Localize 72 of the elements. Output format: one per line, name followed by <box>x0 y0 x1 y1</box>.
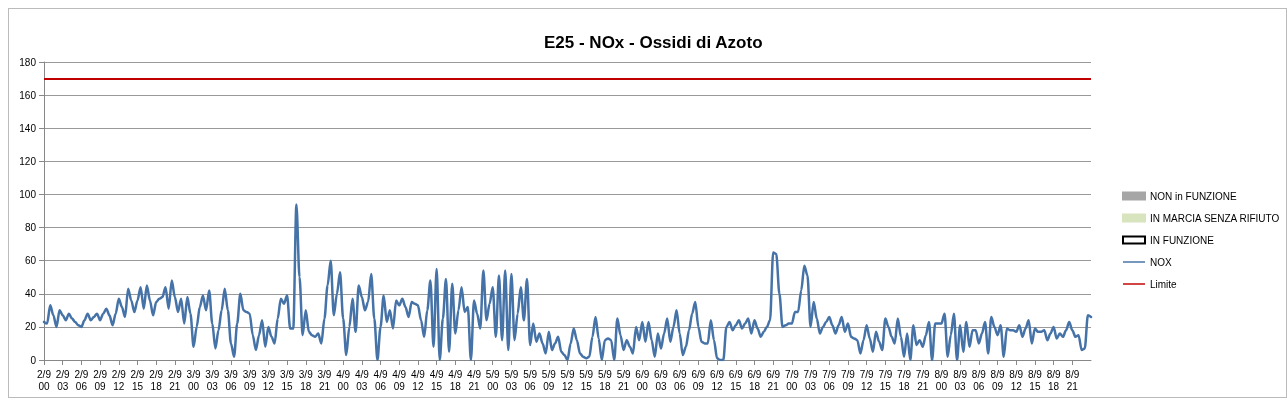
x-tick-label: 8/9 18 <box>1046 368 1061 392</box>
x-tick-label: 3/9 06 <box>224 368 239 392</box>
x-tick-label: 5/9 09 <box>541 368 557 392</box>
x-tick-label: 7/9 18 <box>897 368 912 392</box>
x-tick-label: 6/9 18 <box>747 368 762 392</box>
y-tick-label: 100 <box>19 188 37 200</box>
x-tick-label: 2/9 00 <box>37 368 52 392</box>
x-tick-label: 3/9 00 <box>186 368 201 392</box>
y-tick-label: 0 <box>30 354 37 366</box>
x-tick-label: 2/9 15 <box>130 368 145 392</box>
x-tick-label: 3/9 18 <box>298 368 314 392</box>
y-tick-label: 120 <box>19 155 37 167</box>
x-tick-label: 3/9 09 <box>242 368 258 392</box>
x-tick-label: 6/9 03 <box>654 368 669 392</box>
x-tick-label: 3/9 15 <box>280 368 295 392</box>
x-tick-label: 2/9 06 <box>74 368 89 392</box>
x-tick-label: 8/9 00 <box>934 368 949 392</box>
x-tick-label: 5/9 00 <box>485 368 501 392</box>
y-tick-label: 20 <box>24 321 37 333</box>
x-tick-label: 4/9 15 <box>429 368 445 392</box>
x-tick-label: 7/9 09 <box>840 368 856 392</box>
x-tick-label: 3/9 21 <box>317 368 332 392</box>
x-tick-label: 5/9 03 <box>504 368 519 392</box>
x-tick-label: 2/9 09 <box>93 368 108 392</box>
legend-label: NON in FUNZIONE <box>1150 190 1237 202</box>
x-tick-label: 8/9 15 <box>1027 368 1043 392</box>
x-tick-label: 5/9 15 <box>579 368 594 392</box>
x-tick-label: 4/9 18 <box>448 368 463 392</box>
chart-title: E25 - NOx - Ossidi di Azoto <box>544 33 763 52</box>
x-tick-label: 3/9 12 <box>261 368 276 392</box>
x-tick-label: 7/9 21 <box>915 368 931 392</box>
x-tick-label: 5/9 18 <box>597 368 613 392</box>
y-tick-label: 160 <box>19 89 37 101</box>
x-tick-label: 6/9 12 <box>710 368 725 392</box>
x-tick-label: 7/9 06 <box>822 368 837 392</box>
y-tick-label: 40 <box>24 288 37 300</box>
legend-label: NOX <box>1150 256 1172 268</box>
x-tick-label: 7/9 03 <box>803 368 818 392</box>
x-tick-label: 8/9 12 <box>1009 368 1024 392</box>
x-tick-label: 4/9 09 <box>392 368 407 392</box>
legend-label: IN MARCIA SENZA RIFIUTO <box>1150 212 1280 224</box>
x-tick-label: 3/9 03 <box>205 368 220 392</box>
x-tick-label: 5/9 06 <box>523 368 538 392</box>
x-tick-label: 8/9 03 <box>953 368 968 392</box>
x-tick-label: 6/9 15 <box>728 368 744 392</box>
x-tick-label: 6/9 00 <box>635 368 650 392</box>
legend-label: Limite <box>1150 278 1178 290</box>
y-tick-label: 180 <box>19 56 37 68</box>
x-tick-label: 2/9 12 <box>111 368 127 392</box>
x-tick-label: 4/9 12 <box>410 368 426 392</box>
x-tick-label: 2/9 21 <box>167 368 183 392</box>
x-tick-label: 8/9 09 <box>990 368 1005 392</box>
x-tick-label: 7/9 00 <box>784 368 800 392</box>
x-tick-label: 4/9 21 <box>467 368 482 392</box>
x-tick-label: 6/9 06 <box>672 368 688 392</box>
y-tick-label: 60 <box>24 255 37 267</box>
x-tick-label: 6/9 09 <box>691 368 706 392</box>
x-tick-label: 7/9 12 <box>859 368 875 392</box>
x-tick-label: 7/9 15 <box>878 368 893 392</box>
legend-label: IN FUNZIONE <box>1150 234 1215 246</box>
x-tick-label: 2/9 03 <box>55 368 71 392</box>
x-tick-label: 5/9 12 <box>560 368 575 392</box>
x-tick-label: 2/9 18 <box>149 368 164 392</box>
x-tick-label: 8/9 06 <box>971 368 987 392</box>
y-tick-label: 80 <box>24 222 37 234</box>
x-tick-label: 4/9 06 <box>373 368 388 392</box>
x-tick-label: 4/9 03 <box>354 368 370 392</box>
y-tick-label: 140 <box>19 122 37 134</box>
x-tick-label: 8/9 21 <box>1065 368 1080 392</box>
x-tick-label: 4/9 00 <box>336 368 351 392</box>
x-tick-label: 6/9 21 <box>766 368 781 392</box>
x-tick-label: 5/9 21 <box>616 368 631 392</box>
